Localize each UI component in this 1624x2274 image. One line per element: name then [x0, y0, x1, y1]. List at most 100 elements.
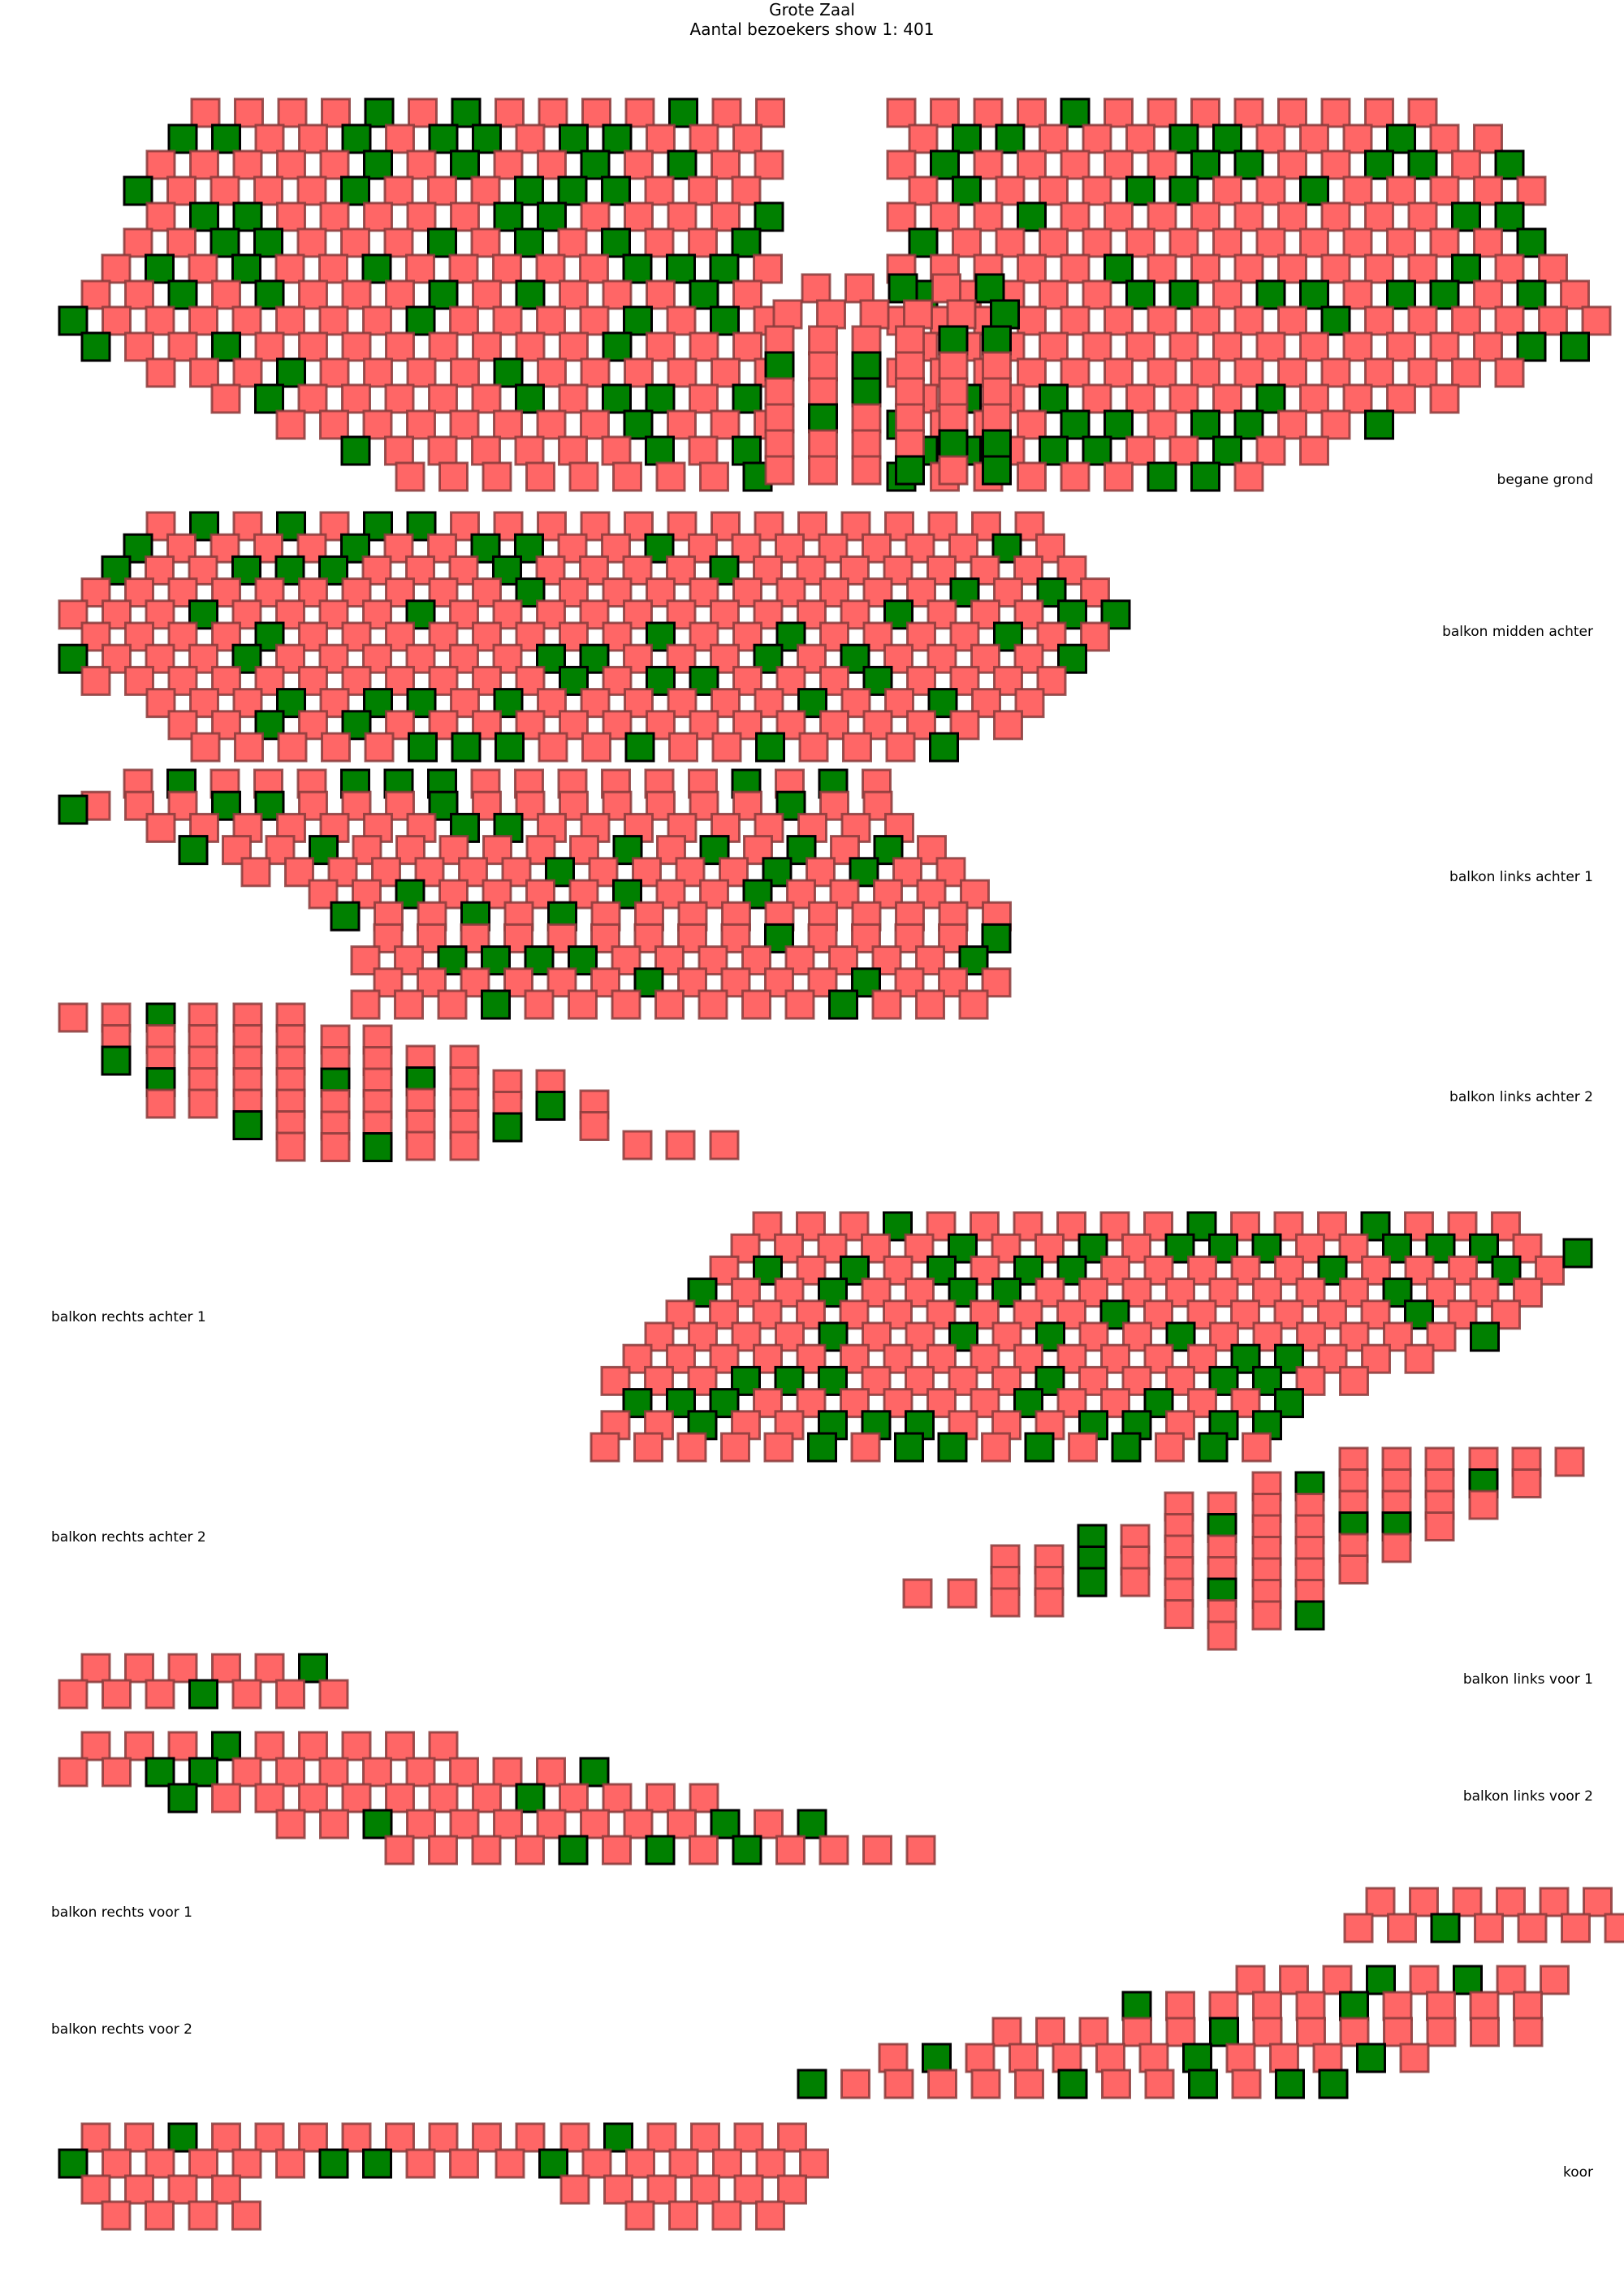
seat-occupied — [515, 279, 546, 310]
seat-occupied — [1060, 409, 1091, 440]
seat-free — [80, 2122, 111, 2153]
seat-free — [1320, 253, 1351, 284]
seat-free — [1516, 175, 1547, 206]
seat-free — [1125, 331, 1155, 362]
seat-occupied — [1039, 435, 1069, 466]
seat-free — [1299, 331, 1329, 362]
seat-free — [1147, 149, 1177, 180]
seat-free — [166, 175, 197, 206]
seat-free — [1538, 253, 1568, 284]
seat-free — [1125, 383, 1155, 414]
seat-free — [1277, 253, 1307, 284]
seat-free — [1342, 279, 1373, 310]
seat-free — [427, 175, 457, 206]
seat-free — [231, 305, 262, 336]
seat-free — [1364, 201, 1394, 232]
seat-occupied — [1125, 279, 1155, 310]
seat-occupied — [668, 97, 698, 128]
seat-free — [1364, 253, 1394, 284]
seat-occupied — [253, 227, 283, 258]
seat-free — [946, 299, 977, 330]
seat-free — [908, 123, 939, 154]
seat-free — [1381, 1533, 1412, 1563]
seat-free — [1014, 2069, 1044, 2099]
seat-free — [495, 97, 525, 128]
seat-free — [908, 175, 939, 206]
seat-free — [438, 461, 469, 492]
seat-free — [1212, 227, 1242, 258]
seat-occupied — [995, 123, 1026, 154]
seat-free — [1277, 201, 1307, 232]
seat-occupied — [710, 305, 740, 336]
seat-occupied — [1209, 2017, 1239, 2047]
seat-free — [801, 273, 831, 304]
seat-free — [1386, 383, 1416, 414]
seat-occupied — [123, 175, 153, 206]
seat-free — [1060, 357, 1091, 388]
seat-free — [1407, 201, 1438, 232]
seat-free — [493, 149, 524, 180]
seat-free — [1468, 1489, 1499, 1520]
seat-occupied — [938, 325, 969, 356]
seat-free — [449, 1131, 480, 1161]
seat-occupied — [451, 732, 482, 763]
seat-free — [102, 1679, 132, 1710]
seat-free — [145, 2200, 175, 2231]
seat-free — [1583, 1887, 1613, 1917]
seat-free — [931, 273, 961, 304]
seat-free — [798, 732, 829, 763]
seat-occupied — [58, 794, 89, 825]
seat-occupied — [535, 1091, 566, 1121]
seat-free — [1494, 357, 1525, 388]
seat-free — [124, 2122, 154, 2153]
seat-free — [741, 989, 771, 1020]
seat-free — [990, 1587, 1021, 1618]
seat-occupied — [1190, 149, 1220, 180]
seat-occupied — [952, 123, 982, 154]
seat-occupied — [797, 2069, 827, 2099]
seat-free — [276, 149, 306, 180]
seat-free — [1364, 305, 1394, 336]
seat-occupied — [298, 1653, 328, 1684]
seat-free — [764, 377, 795, 408]
seat-occupied — [1386, 123, 1416, 154]
seat-free — [362, 1757, 392, 1788]
seat-free — [1295, 1991, 1326, 2021]
seat-free — [712, 2148, 742, 2179]
seat-free — [1120, 1567, 1151, 1597]
seat-free — [1165, 2017, 1196, 2047]
seat-free — [1190, 97, 1220, 128]
seat-free — [1231, 2069, 1262, 2099]
seat-occupied — [645, 383, 676, 414]
seat-free — [1364, 357, 1394, 388]
seat-occupied — [797, 1809, 827, 1840]
seat-occupied — [1255, 279, 1286, 310]
seat-free — [1104, 461, 1134, 492]
seat-occupied — [1494, 149, 1525, 180]
seat-free — [559, 331, 589, 362]
seat-free — [1190, 357, 1220, 388]
seat-free — [384, 1835, 415, 1865]
seat-occupied — [1057, 2069, 1088, 2099]
section-begane-grond — [58, 97, 1612, 492]
seat-free — [405, 1131, 436, 1161]
seat-free — [646, 331, 676, 362]
seat-free — [885, 732, 916, 763]
seat-free — [1147, 409, 1177, 440]
seat-free — [938, 377, 969, 408]
seat-free — [495, 2148, 525, 2179]
seat-occupied — [189, 201, 219, 232]
seat-free — [1052, 2043, 1082, 2073]
seat-occupied — [557, 175, 588, 206]
seat-free — [1277, 409, 1307, 440]
seat-free — [1009, 2043, 1039, 2073]
seat-free — [1168, 331, 1199, 362]
seat-free — [1068, 1432, 1098, 1463]
seat-free — [1233, 461, 1264, 492]
seat-free — [886, 149, 917, 180]
seat-free — [145, 305, 175, 336]
seat-free — [808, 377, 838, 408]
seat-free — [1233, 201, 1264, 232]
seat-occupied — [1516, 331, 1547, 362]
seat-free — [720, 923, 751, 953]
